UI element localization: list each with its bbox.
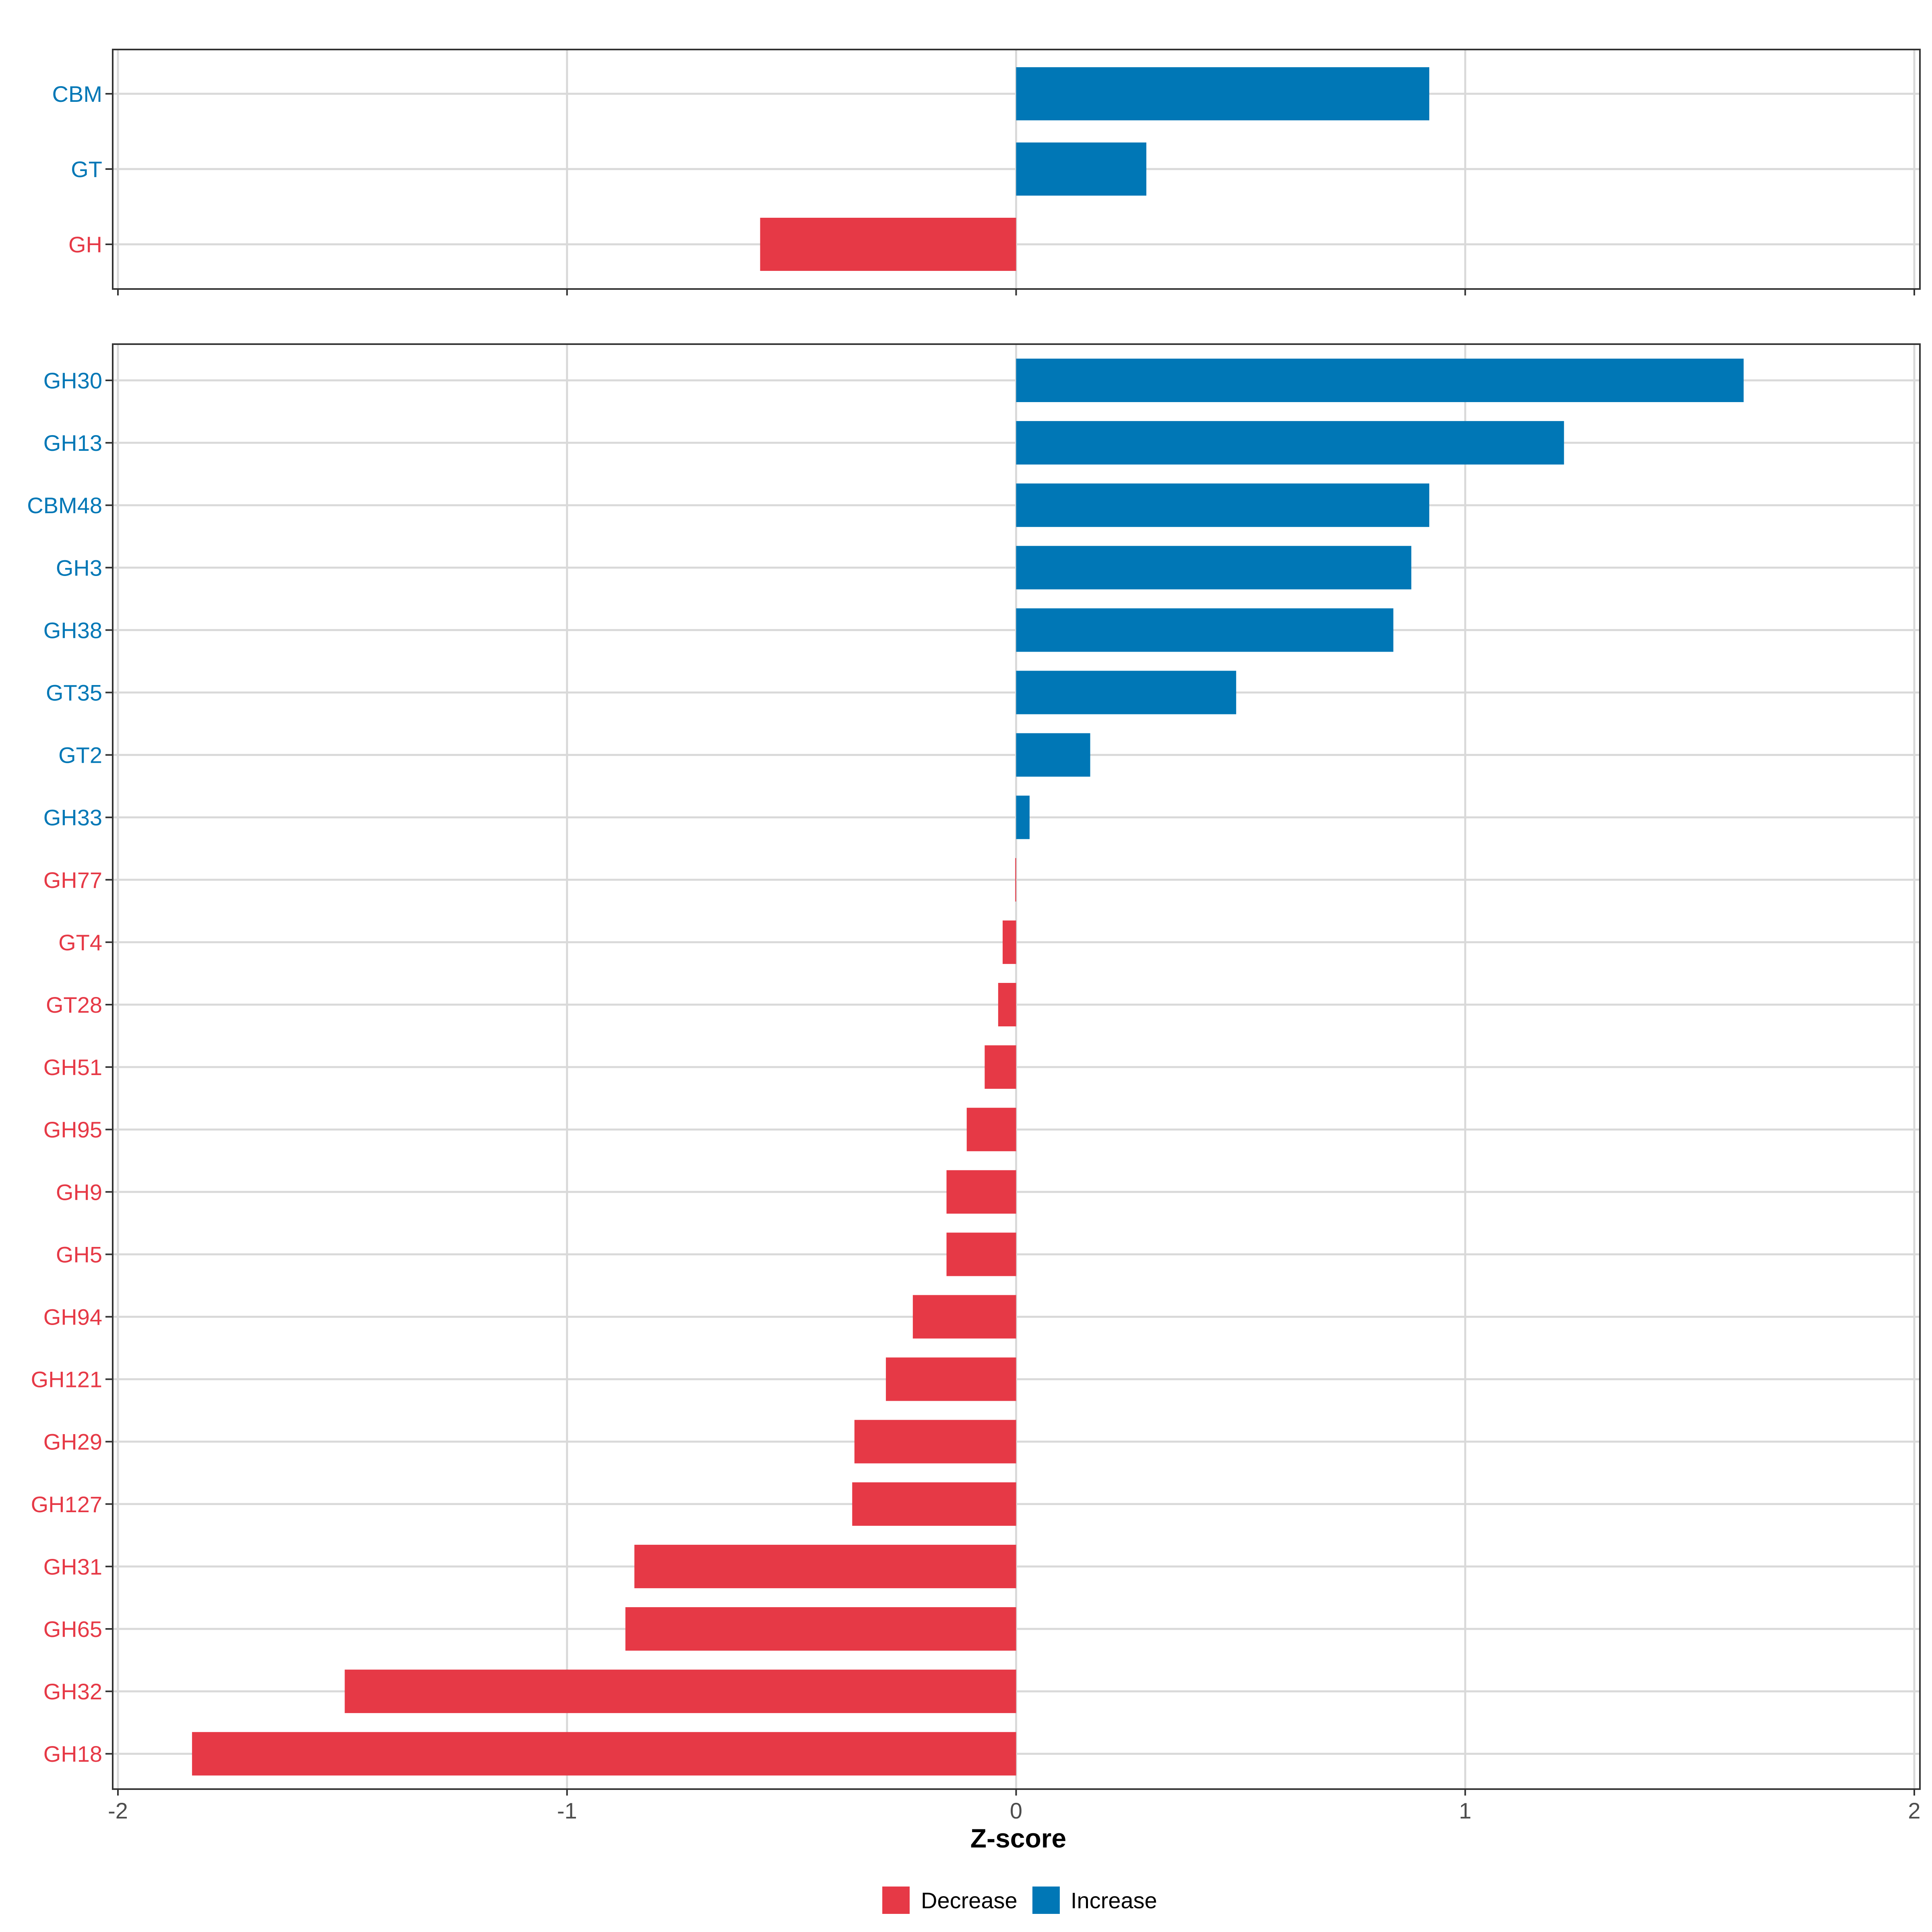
panel-family-level: GH30 GH13 CBM48 GH3 GH38 GT35 GT2 GH33 GH77 GT4 GT… bbox=[27, 343, 1921, 1796]
bar-gh65 bbox=[625, 1607, 1016, 1651]
legend: Decrease Increase bbox=[882, 1887, 1157, 1914]
y-tick-label: GH77 bbox=[43, 867, 102, 893]
x-tick-label: 2 bbox=[1908, 1798, 1920, 1823]
y-tick-label: CBM bbox=[52, 81, 102, 107]
bar-gh30 bbox=[1016, 359, 1744, 402]
y-tick-label: GH94 bbox=[43, 1305, 102, 1330]
x-tick-label: -1 bbox=[557, 1798, 577, 1823]
bar-gh121 bbox=[886, 1357, 1016, 1401]
bar-gh31 bbox=[634, 1544, 1016, 1588]
y-tick-label: GT4 bbox=[58, 930, 102, 955]
bar-gh3 bbox=[1016, 546, 1412, 590]
bar-gt2 bbox=[1016, 733, 1090, 777]
panel-class-level: CBM GT GH bbox=[52, 49, 1921, 295]
bar-gh5 bbox=[946, 1232, 1016, 1276]
y-tick-label: GH38 bbox=[43, 617, 102, 643]
bar-gt4 bbox=[1003, 920, 1016, 964]
bar-gh77 bbox=[1015, 858, 1016, 902]
bar-gh51 bbox=[985, 1045, 1016, 1089]
y-tick-label: GH9 bbox=[56, 1179, 102, 1205]
x-tick-label: 1 bbox=[1459, 1798, 1472, 1823]
y-tick-label: GH13 bbox=[43, 430, 102, 456]
y-tick-label: GH127 bbox=[31, 1492, 102, 1517]
bar-gt28 bbox=[998, 983, 1016, 1026]
bar-gh bbox=[760, 218, 1016, 271]
y-tick-label: GT bbox=[71, 157, 102, 182]
y-tick-label: GH3 bbox=[56, 555, 102, 580]
y-tick-label: GH32 bbox=[43, 1679, 102, 1704]
y-tick-label: GH5 bbox=[56, 1242, 102, 1267]
y-tick-label: GH51 bbox=[43, 1055, 102, 1080]
x-axis: -2 -1 0 1 2 bbox=[108, 1798, 1920, 1823]
bar-gh32 bbox=[345, 1670, 1016, 1713]
y-tick-label: GH29 bbox=[43, 1429, 102, 1455]
x-tick-label: 0 bbox=[1010, 1798, 1022, 1823]
bar-gh38 bbox=[1016, 608, 1393, 652]
y-tick-label: GH65 bbox=[43, 1616, 102, 1642]
bar-gt bbox=[1016, 142, 1147, 196]
y-tick-label: GH31 bbox=[43, 1554, 102, 1579]
bar-gt35 bbox=[1016, 671, 1236, 714]
bar-gh33 bbox=[1016, 795, 1030, 839]
y-tick-label: GH bbox=[68, 232, 102, 257]
legend-key-increase bbox=[1032, 1887, 1060, 1914]
y-tick-label: GH95 bbox=[43, 1117, 102, 1142]
x-axis-title: Z-score bbox=[970, 1823, 1066, 1853]
y-tick-label: GT35 bbox=[46, 680, 102, 706]
bar-gh29 bbox=[854, 1420, 1016, 1463]
bar-cbm bbox=[1016, 67, 1429, 120]
y-tick-label: GT2 bbox=[58, 743, 102, 768]
y-tick-label: GH33 bbox=[43, 805, 102, 830]
y-tick-label: CBM48 bbox=[27, 493, 102, 518]
bar-gh95 bbox=[966, 1108, 1016, 1152]
y-tick-label: GH30 bbox=[43, 368, 102, 393]
bar-gh18 bbox=[192, 1732, 1016, 1776]
bar-gh13 bbox=[1016, 421, 1564, 465]
legend-key-decrease bbox=[882, 1887, 910, 1914]
bar-gh127 bbox=[852, 1482, 1016, 1526]
legend-label-increase: Increase bbox=[1071, 1888, 1157, 1913]
y-tick-label: GH121 bbox=[31, 1367, 102, 1392]
x-tick-label: -2 bbox=[108, 1798, 128, 1823]
bar-gh94 bbox=[912, 1295, 1016, 1339]
y-tick-label: GH18 bbox=[43, 1741, 102, 1767]
bar-gh9 bbox=[946, 1170, 1016, 1214]
y-tick-label: GT28 bbox=[46, 992, 102, 1018]
bar-cbm48 bbox=[1016, 483, 1429, 527]
legend-label-decrease: Decrease bbox=[921, 1888, 1018, 1913]
